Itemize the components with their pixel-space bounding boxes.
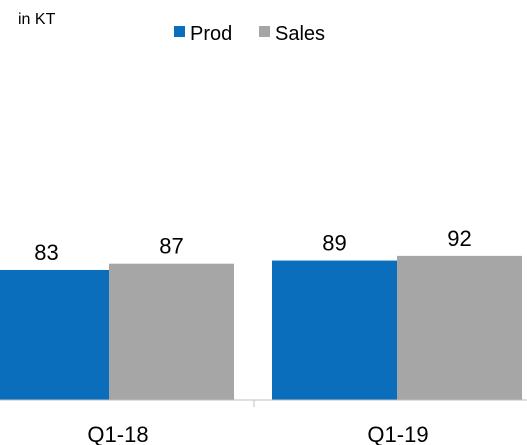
legend: Prod Sales bbox=[174, 23, 325, 45]
legend-swatch-prod bbox=[174, 26, 185, 37]
legend-swatch-sales bbox=[259, 26, 270, 37]
data-label-sales-q1-19: 92 bbox=[447, 226, 471, 251]
data-label-prod-q1-18: 83 bbox=[34, 240, 58, 265]
bar-sales-q1-19 bbox=[397, 255, 522, 400]
bar-sales-q1-18 bbox=[109, 263, 234, 400]
bar-prod-q1-18 bbox=[0, 269, 109, 400]
bar-prod-q1-19 bbox=[272, 260, 397, 400]
legend-label-sales: Sales bbox=[275, 23, 325, 45]
legend-label-prod: Prod bbox=[190, 23, 232, 45]
unit-label: in KT bbox=[18, 11, 56, 28]
data-label-prod-q1-19: 89 bbox=[322, 231, 346, 256]
data-label-sales-q1-18: 87 bbox=[159, 234, 183, 259]
x-tick-label-q1-19: Q1-19 bbox=[367, 422, 428, 445]
x-tick-label-q1-18: Q1-18 bbox=[87, 422, 148, 445]
bars-group: 83 87 89 92 bbox=[0, 226, 522, 400]
